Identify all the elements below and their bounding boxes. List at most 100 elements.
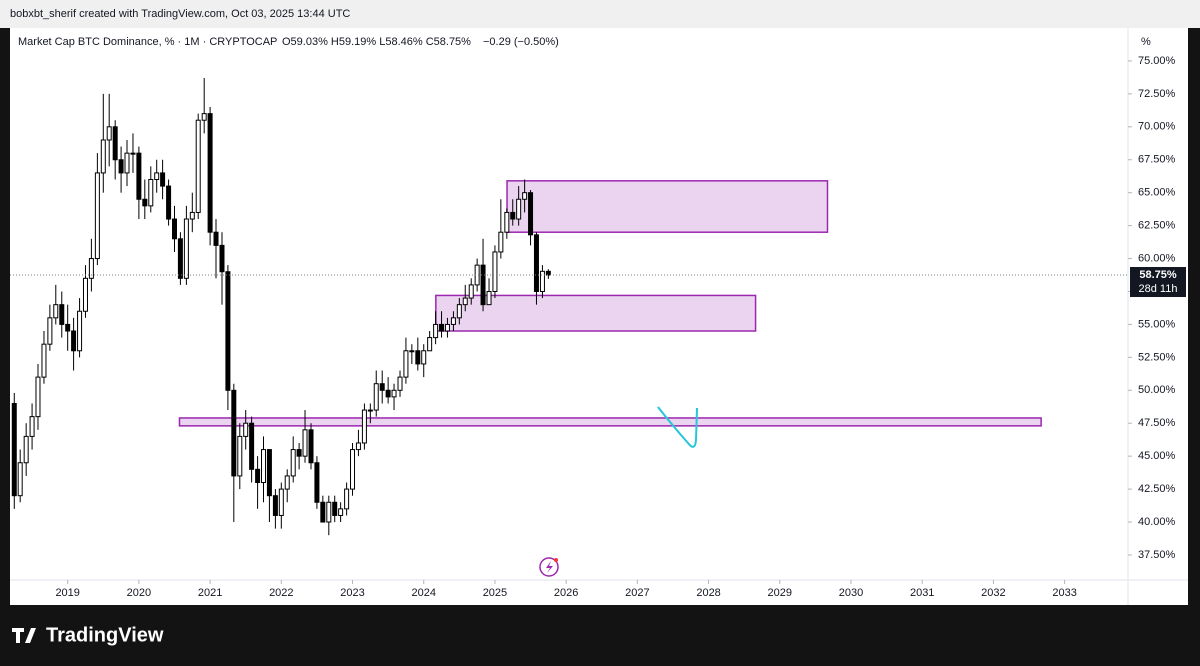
candle-body (379, 383, 385, 391)
candle-body (183, 218, 189, 279)
candle-body (367, 409, 373, 412)
y-tick-label: 60.00% (1138, 252, 1176, 264)
candle-body (439, 323, 445, 332)
candle-body (100, 139, 106, 174)
y-tick-label: 62.50% (1138, 220, 1176, 232)
candle-body (338, 508, 344, 516)
y-tick-label: 42.50% (1138, 483, 1176, 495)
candle-body (308, 429, 314, 464)
candle-body (261, 449, 267, 484)
x-tick-label: 2026 (554, 587, 578, 599)
candle-body (385, 389, 391, 398)
candle-body (492, 251, 498, 292)
candle-body (296, 449, 302, 457)
y-tick-label: 55.00% (1138, 318, 1176, 330)
candle-body (82, 277, 88, 312)
candle-body (427, 337, 433, 352)
candle-body (112, 126, 118, 161)
candle-body (29, 416, 35, 437)
candle-body (207, 113, 213, 233)
chart-panel (10, 28, 1188, 605)
x-tick-label: 2031 (910, 587, 934, 599)
plot: 37.50% 40.00% 42.50% 45.00% 47.50% 50.00% 52.5… (10, 55, 1186, 599)
candle-body (284, 475, 290, 490)
candle-body (314, 462, 320, 503)
candle-body (504, 211, 510, 233)
candle-body (47, 317, 53, 345)
candle-body (166, 185, 172, 220)
candle-body (415, 350, 421, 365)
y-tick-label: 65.00% (1138, 187, 1176, 199)
candle-body (290, 449, 296, 477)
zone (178, 417, 1042, 427)
candle-body (94, 172, 100, 260)
zone (506, 180, 829, 233)
ohlc-label: O59.03% H59.19% L58.46% C58.75% (282, 36, 471, 48)
candle-body (231, 389, 237, 477)
candle-body (243, 422, 249, 437)
candle-body (302, 429, 308, 457)
candle-body (350, 449, 356, 490)
candle-body (249, 422, 255, 470)
candle-body (255, 468, 261, 484)
x-tick-label: 2033 (1052, 587, 1076, 599)
candle-body (403, 350, 409, 378)
candle-body (278, 488, 284, 516)
candle-body (124, 152, 130, 174)
x-tick-label: 2021 (198, 587, 222, 599)
candle-body (65, 323, 71, 332)
event-icon (539, 557, 559, 577)
candle-body (195, 119, 201, 213)
candle-body (213, 231, 219, 246)
candle-body (237, 435, 243, 477)
x-tick-label: 2024 (411, 587, 435, 599)
x-tick-label: 2019 (55, 587, 79, 599)
x-tick-label: 2028 (696, 587, 720, 599)
symbol-label: Market Cap BTC Dominance, % · 1M · CRYPT… (18, 36, 277, 48)
candle-body (373, 383, 379, 411)
countdown-label: 28d 11h (1139, 283, 1178, 295)
candle-body (409, 350, 415, 353)
change-label: −0.29 (−0.50%) (483, 36, 559, 48)
candle-body (456, 304, 462, 319)
candle-body (142, 198, 148, 207)
candle-body (148, 179, 154, 207)
candle-body (88, 258, 94, 279)
last-price-label: 58.75% (1139, 269, 1177, 281)
candle-body (450, 317, 456, 325)
candle-body (136, 152, 142, 200)
candle-body (17, 462, 23, 497)
y-tick-label: 50.00% (1138, 384, 1176, 396)
candle-body (272, 495, 278, 516)
x-tick-label: 2032 (981, 587, 1005, 599)
y-tick-label: 72.50% (1138, 88, 1176, 100)
candle-body (118, 159, 124, 174)
candle-body (266, 449, 272, 497)
candle-body (160, 172, 166, 187)
candle-body (35, 376, 41, 418)
header-bar (0, 0, 1200, 28)
y-tick-label: 45.00% (1138, 450, 1176, 462)
candle-body (130, 152, 136, 155)
candle-body (539, 270, 545, 292)
candle-body (171, 218, 177, 240)
candle-body (177, 238, 183, 279)
candle-body (421, 350, 427, 365)
y-tick-label: 40.00% (1138, 516, 1176, 528)
candle-body (11, 402, 17, 497)
candle-body (77, 310, 83, 352)
candle-body (468, 284, 474, 299)
x-tick-label: 2020 (127, 587, 151, 599)
last-price-box (1130, 267, 1186, 298)
candle-body (545, 270, 551, 276)
candle-body (361, 409, 367, 444)
candle-body (528, 192, 534, 236)
candle-body (189, 211, 195, 220)
x-tick-label: 2029 (768, 587, 792, 599)
candle-body (344, 488, 350, 510)
header-text: bobxbt_sherif created with TradingView.c… (10, 8, 350, 20)
candle-body (23, 435, 29, 464)
candle-body (59, 304, 65, 325)
candle-body (106, 126, 112, 141)
